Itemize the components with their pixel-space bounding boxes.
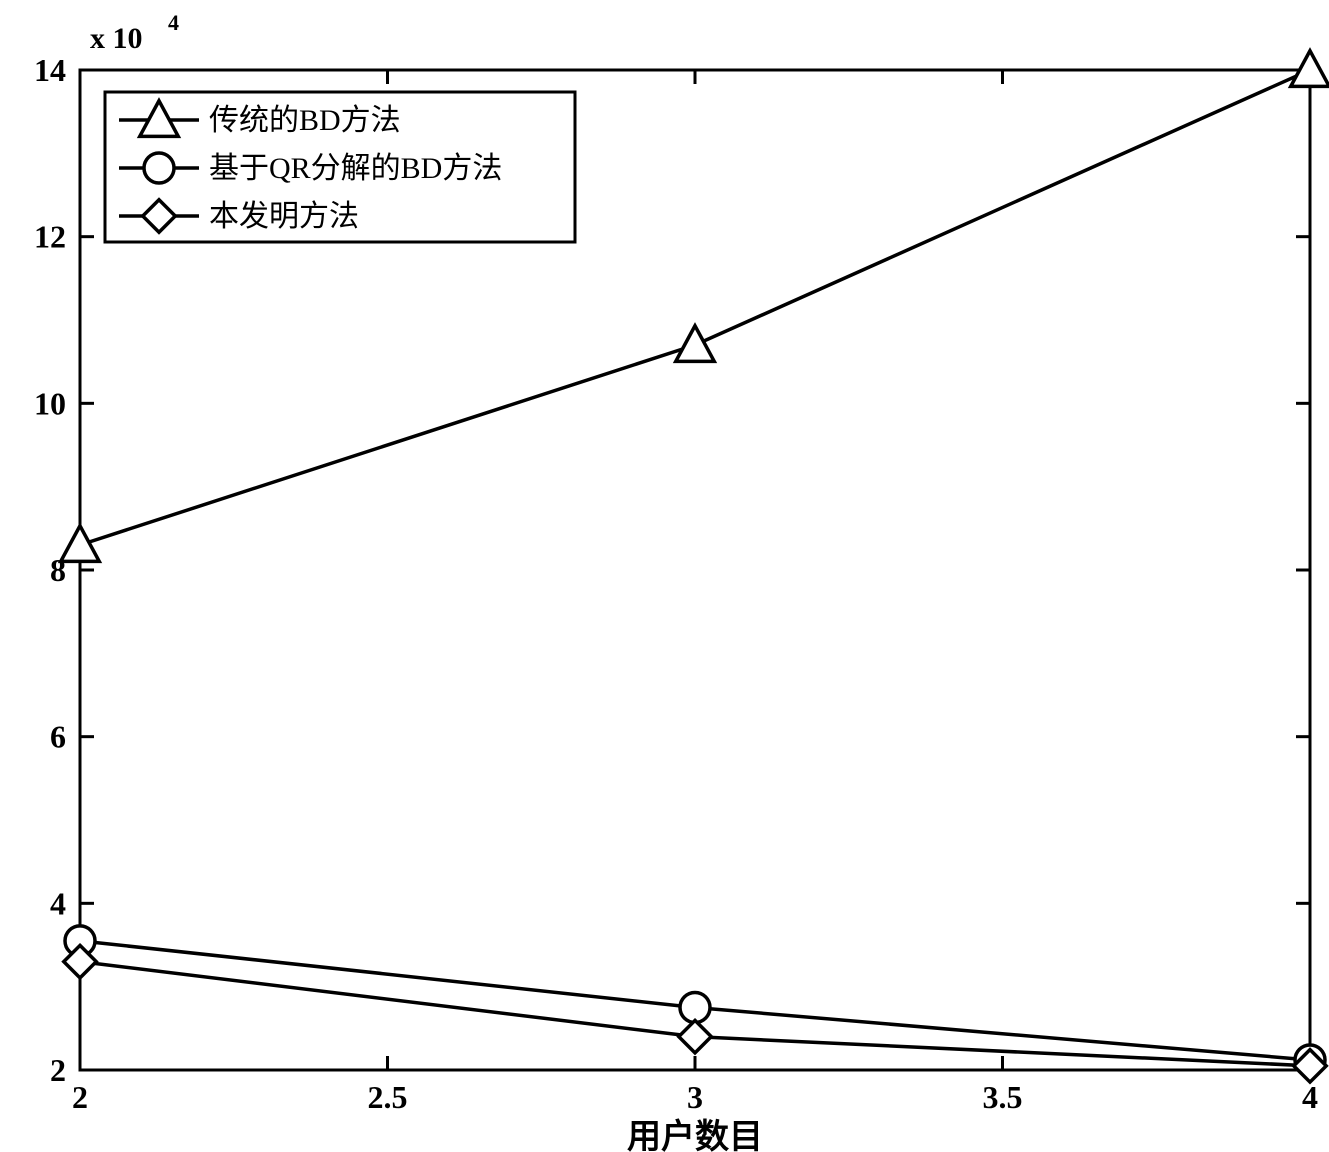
chart-svg: 22.533.542468101214x 104用户数目传统的BD方法基于QR分… <box>0 0 1329 1152</box>
y-multiplier: x 10 <box>90 22 143 55</box>
legend-label: 本发明方法 <box>209 200 359 233</box>
series-marker-traditional-bd <box>676 326 715 362</box>
series-marker-proposed <box>679 1020 712 1052</box>
legend-label: 基于QR分解的BD方法 <box>209 152 502 185</box>
x-tick-label: 3 <box>687 1079 703 1115</box>
y-tick-label: 12 <box>34 219 66 255</box>
y-tick-label: 10 <box>34 385 66 421</box>
x-tick-label: 3.5 <box>983 1079 1023 1115</box>
legend-swatch-marker <box>144 153 174 183</box>
y-multiplier-exp: 4 <box>168 10 179 35</box>
x-tick-label: 2 <box>72 1079 88 1115</box>
x-axis-title: 用户数目 <box>627 1118 763 1152</box>
x-tick-label: 2.5 <box>368 1079 408 1115</box>
y-tick-label: 14 <box>34 52 66 88</box>
y-tick-label: 6 <box>50 719 66 755</box>
series-marker-traditional-bd <box>61 526 100 562</box>
y-tick-label: 2 <box>50 1052 66 1088</box>
line-chart: 22.533.542468101214x 104用户数目传统的BD方法基于QR分… <box>0 0 1329 1152</box>
y-tick-label: 4 <box>50 885 66 921</box>
legend-label: 传统的BD方法 <box>209 104 401 137</box>
